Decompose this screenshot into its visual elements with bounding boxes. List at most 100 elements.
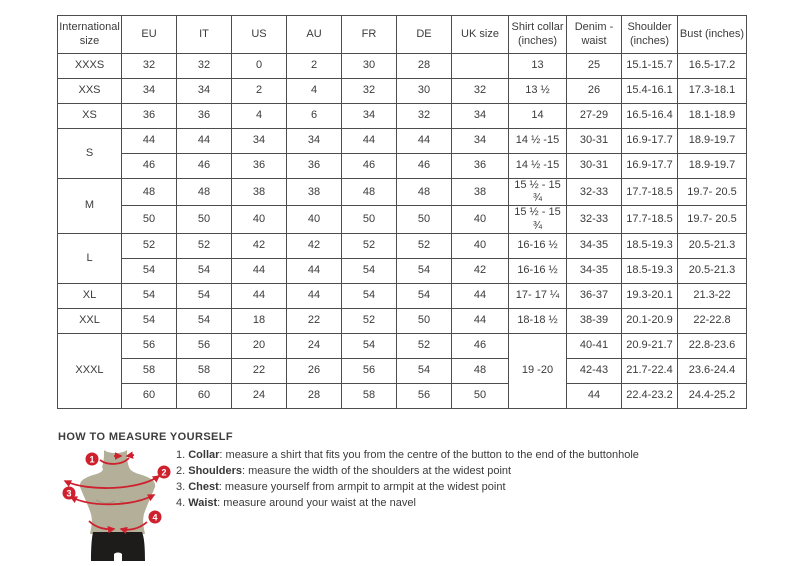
table-cell: 15.4-16.1 [621, 78, 678, 104]
table-cell: 46 [396, 153, 452, 179]
table-cell: 42 [451, 257, 509, 284]
measure-instruction: 4. Waist: measure around your waist at t… [176, 497, 639, 510]
column-header: US [231, 15, 287, 54]
table-cell: 16-16 ½ [508, 257, 567, 284]
table-cell: 54 [341, 332, 397, 359]
table-cell: 20 [231, 332, 287, 359]
table-cell: 44 [176, 128, 232, 154]
table-cell: 13 ½ [508, 78, 567, 104]
table-cell: 40 [451, 205, 509, 234]
table-cell: 52 [121, 232, 177, 259]
column-header: EU [121, 15, 177, 54]
table-cell: 18.5-19.3 [621, 232, 678, 259]
table-cell: 14 [508, 103, 567, 129]
table-cell: 16-16 ½ [508, 232, 567, 259]
table-cell [451, 53, 509, 79]
measure-instruction: 3. Chest: measure yourself from armpit t… [176, 481, 639, 494]
table-cell: 24.4-25.2 [677, 382, 747, 409]
table-cell: 58 [341, 382, 397, 409]
table-cell: 17- 17 ¼ [508, 282, 567, 309]
table-cell: 54 [176, 307, 232, 334]
instruction-number: 4. [176, 497, 189, 509]
table-cell: 58 [176, 357, 232, 384]
table-cell: 16.5-17.2 [677, 53, 747, 79]
how-to-measure-heading: HOW TO MEASURE YOURSELF [58, 431, 234, 443]
table-cell: 26 [566, 78, 622, 104]
step-2-badge: 2 [157, 465, 171, 479]
table-cell: 2 [286, 53, 342, 79]
table-cell: 34 [231, 128, 287, 154]
table-cell: 54 [121, 282, 177, 309]
table-cell: 18.9-19.7 [677, 128, 747, 154]
table-cell: 36 [231, 153, 287, 179]
step-1-badge: 1 [85, 452, 99, 466]
table-cell: 44 [286, 257, 342, 284]
table-cell: 17.3-18.1 [677, 78, 747, 104]
table-cell: 54 [396, 282, 452, 309]
table-cell: XS [57, 103, 122, 129]
table-cell: 58 [121, 357, 177, 384]
table-cell: 52 [396, 332, 452, 359]
table-row: 60 60 24 28 58 56 50 44 22.4-23.2 24.4-25.2 [58, 382, 747, 409]
table-cell: 17.7-18.5 [621, 205, 678, 234]
step-3-badge: 3 [62, 486, 76, 500]
table-cell: 22-22.8 [677, 307, 747, 334]
table-row: 54 54 44 44 54 54 42 16-16 ½ 34-35 18.5-19.3 20.5-… [58, 257, 747, 284]
table-cell: 18 [231, 307, 287, 334]
column-header: Shoulder (inches) [621, 15, 678, 54]
table-row: XXXL 56 56 20 24 54 52 46 19 -20 40-41 20.9-21.7 22… [57, 332, 747, 409]
table-cell: 28 [286, 382, 342, 409]
instruction-number: 2. [176, 465, 189, 477]
table-cell: 18.1-18.9 [677, 103, 747, 129]
table-cell: 40 [451, 232, 509, 259]
table-cell: 38-39 [566, 307, 622, 334]
table-header-row: International size EU IT US AU FR DE UK size Shi… [57, 15, 747, 54]
collar-arrow-left [125, 451, 135, 459]
table-cell: 52 [341, 232, 397, 259]
measure-instructions: 1. Collar: measure a shirt that fits you… [176, 449, 639, 514]
column-header: Denim - waist [566, 15, 622, 54]
table-cell: 4 [231, 103, 287, 129]
table-row: XXL 54 54 18 22 52 50 44 18-18 ½ 38-39 20.1-20.9 22… [57, 307, 747, 334]
instruction-text: : measure yourself from armpit to armpit… [218, 481, 506, 493]
table-row: L 52 52 42 42 52 52 40 16-16 ½ 34-35 18.5-19.3 20.5… [57, 232, 747, 284]
instruction-label: Waist [188, 497, 218, 509]
table-cell: 28 [396, 53, 452, 79]
table-cell: 50 [176, 205, 232, 234]
table-cell: 21.7-22.4 [621, 357, 678, 384]
table-cell: 44 [566, 382, 622, 409]
table-cell: 44 [396, 128, 452, 154]
table-cell: 44 [286, 282, 342, 309]
table-cell: 36 [451, 153, 509, 179]
table-row: XL 54 54 44 44 54 54 44 17- 17 ¼ 36-37 19.3-20.1 21… [57, 282, 747, 309]
table-cell: 38 [231, 177, 287, 207]
table-cell: 40-41 [566, 332, 622, 359]
table-cell: 19.7- 20.5 [677, 177, 747, 207]
table-row: M 48 48 38 38 48 48 38 15 ½ - 15 ¾ 32-33 17.7-18.5… [57, 177, 747, 234]
table-cell: 24 [231, 382, 287, 409]
table-cell: 14 ½ -15 [508, 153, 567, 179]
table-cell: 32 [341, 78, 397, 104]
table-cell: 0 [231, 53, 287, 79]
table-cell: 32 [176, 53, 232, 79]
table-cell: 38 [451, 177, 509, 207]
table-cell: 54 [341, 257, 397, 284]
table-cell: 32 [451, 78, 509, 104]
table-cell: 19.7- 20.5 [677, 205, 747, 234]
table-cell: 60 [121, 382, 177, 409]
table-cell: 20.5-21.3 [677, 257, 747, 284]
table-row: 46 46 36 36 46 46 36 14 ½ -15 30-31 16.9-17.7 18.9… [58, 153, 747, 179]
table-cell: 50 [396, 205, 452, 234]
table-cell: 34 [451, 128, 509, 154]
table-cell: 23.6-24.4 [677, 357, 747, 384]
table-cell: 50 [451, 382, 509, 409]
table-cell: 54 [121, 307, 177, 334]
table-cell: 22 [286, 307, 342, 334]
table-cell: 38 [286, 177, 342, 207]
column-header: IT [176, 15, 232, 54]
table-cell: 46 [121, 153, 177, 179]
table-cell: 22.4-23.2 [621, 382, 678, 409]
table-cell: 54 [341, 282, 397, 309]
table-cell: M [57, 178, 122, 234]
table-row: XS 36 36 4 6 34 32 34 14 27-29 16.5-16.4 18.1-18.9 [57, 103, 747, 129]
